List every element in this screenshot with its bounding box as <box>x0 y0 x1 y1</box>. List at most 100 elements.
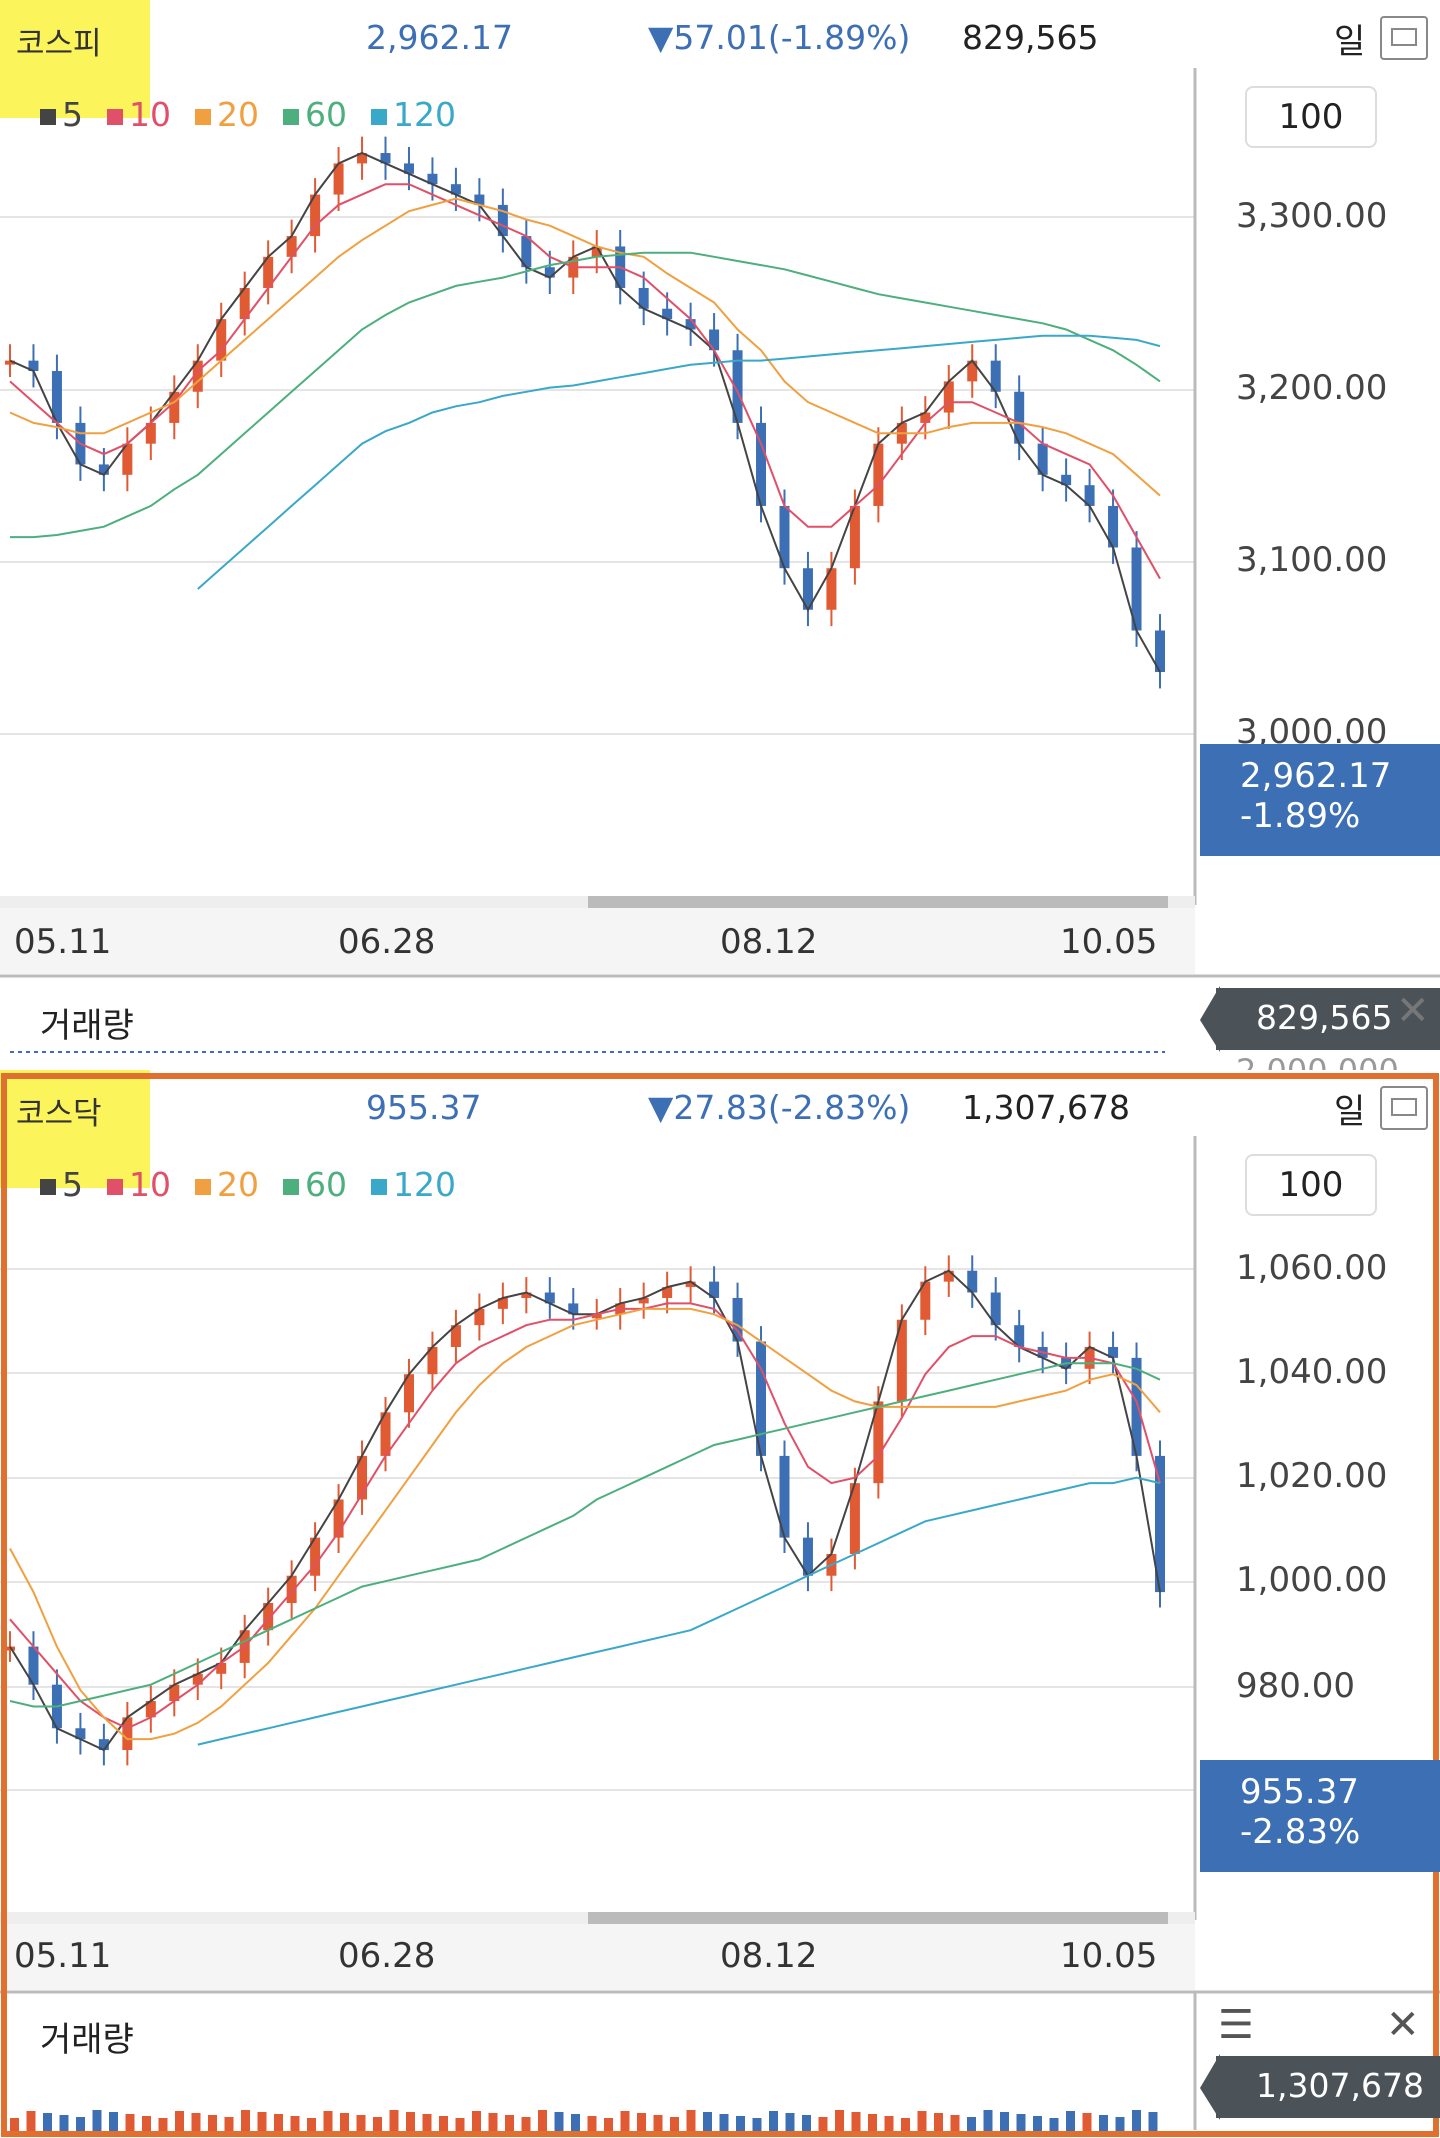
kosdaq-ytick-1000: 1,000.00 <box>1236 1560 1388 1600</box>
volume-bar <box>752 2118 762 2132</box>
ma-line-20 <box>9 1307 1161 1741</box>
legend-ma20: 20 <box>195 1165 259 1204</box>
kospi-period-button[interactable]: 일 <box>1334 22 1366 62</box>
candle-body <box>709 329 720 351</box>
candle-body <box>756 1341 767 1456</box>
volume-bar <box>274 2114 283 2132</box>
volume-bar <box>1148 2112 1158 2132</box>
candle-body <box>544 1292 555 1304</box>
kosdaq-current-price: 955.37 <box>366 1088 482 1127</box>
candle-body <box>802 1537 813 1576</box>
candle-body <box>943 381 954 413</box>
kospi-volume-tag-text: 829,565 <box>1256 998 1393 1037</box>
kospi-ytick-3100: 3,100.00 <box>1236 540 1388 580</box>
candle-body <box>521 236 532 268</box>
kosdaq-ytick-1060: 1,060.00 <box>1236 1248 1388 1288</box>
volume-bar <box>851 2112 861 2132</box>
kospi-volume-title: 거래량 <box>40 1006 134 1046</box>
candle-body <box>685 1281 696 1288</box>
candle-body <box>662 308 673 320</box>
kosdaq-menu-icon[interactable]: ☰ <box>1218 2002 1254 2048</box>
candle-body <box>638 287 649 309</box>
kospi-volume-axis: 2,000,000 <box>1236 1052 1399 1070</box>
volume-bar <box>703 2112 712 2132</box>
candle-body <box>450 1325 461 1347</box>
candle-body <box>591 246 602 257</box>
candle-body <box>544 267 555 278</box>
candle-body <box>849 505 860 569</box>
kosdaq-ytick-1020: 1,020.00 <box>1236 1456 1388 1496</box>
kospi-change: ▼57.01(-1.89%) <box>648 18 911 57</box>
kosdaq-date-1: 05.11 <box>14 1936 112 1976</box>
kosdaq-volume-tag: 1,307,678 <box>1216 2056 1440 2118</box>
volume-bar <box>1049 2118 1059 2132</box>
candle-body <box>357 1455 368 1500</box>
candle-body <box>591 1314 602 1319</box>
kosdaq-chart[interactable] <box>0 1070 1440 2138</box>
kospi-date-4: 10.05 <box>1060 922 1158 962</box>
volume-bar <box>1082 2113 1092 2132</box>
kosdaq-period-button[interactable]: 일 <box>1334 1092 1366 1132</box>
kospi-index-name[interactable]: 코스피 <box>16 26 102 62</box>
candle-body <box>169 391 180 423</box>
legend-ma5: 5 <box>40 1165 83 1204</box>
kospi-tag-change: -1.89% <box>1240 796 1361 836</box>
volume-bar <box>736 2116 745 2132</box>
volume-bar <box>340 2113 349 2132</box>
legend-ma5: 5 <box>40 95 83 134</box>
volume-bar <box>686 2110 696 2132</box>
kosdaq-count-input[interactable]: 100 <box>1245 1154 1377 1216</box>
ma-line-120 <box>197 334 1161 590</box>
kosdaq-index-name[interactable]: 코스닥 <box>16 1096 102 1132</box>
volume-bar <box>1066 2111 1075 2132</box>
volume-bar <box>142 2116 151 2132</box>
candle-body <box>403 163 414 174</box>
volume-bar <box>10 2118 19 2132</box>
kosdaq-maximize-icon[interactable] <box>1380 1086 1428 1130</box>
kospi-date-1: 05.11 <box>14 922 112 962</box>
legend-ma60: 60 <box>283 95 347 134</box>
legend-ma20: 20 <box>195 95 259 134</box>
candle-body <box>1014 391 1025 444</box>
candle-body <box>802 568 813 610</box>
candle-body <box>849 1483 860 1554</box>
volume-bar <box>175 2111 184 2132</box>
candle-body <box>662 1287 673 1298</box>
kosdaq-volume: 1,307,678 <box>962 1088 1130 1127</box>
candle-body <box>333 1499 344 1538</box>
kosdaq-panel: 코스닥 955.37 ▼27.83(-2.83%) 1,307,678 일 5 … <box>0 1070 1440 2138</box>
candle-body <box>920 1281 931 1320</box>
ma-line-20 <box>9 197 1161 497</box>
kosdaq-volume-tag-arrow <box>1200 2054 1220 2120</box>
volume-bar <box>785 2113 795 2132</box>
candle-body <box>263 1602 274 1631</box>
volume-bar <box>835 2110 844 2132</box>
volume-bar <box>26 2111 36 2132</box>
candle-body <box>497 1297 508 1309</box>
highlight-frame <box>1 1073 1439 2137</box>
candle-body <box>1108 1346 1119 1358</box>
candle-body <box>357 153 368 164</box>
candle-body <box>521 1292 532 1298</box>
legend-ma10: 10 <box>107 1165 171 1204</box>
candle-body <box>380 153 391 164</box>
kospi-maximize-icon[interactable] <box>1380 16 1428 60</box>
legend-ma10: 10 <box>107 95 171 134</box>
candle-body <box>263 256 274 288</box>
candle-body <box>779 1455 790 1538</box>
kosdaq-change: ▼27.83(-2.83%) <box>648 1088 911 1127</box>
volume-bar <box>521 2117 531 2132</box>
kospi-chart[interactable] <box>0 0 1440 1070</box>
kospi-count-input[interactable]: 100 <box>1245 86 1377 148</box>
kosdaq-close-icon[interactable]: ✕ <box>1386 2002 1420 2048</box>
kospi-close-icon[interactable]: ✕ <box>1396 988 1430 1034</box>
volume-bar <box>158 2118 168 2132</box>
candle-body <box>1131 547 1142 631</box>
volume-bar <box>1033 2116 1042 2132</box>
candle-body <box>1155 630 1165 673</box>
candle-body <box>51 371 62 423</box>
kospi-name-highlight <box>0 0 150 118</box>
volume-bar <box>587 2116 597 2132</box>
candle-body <box>990 360 1001 392</box>
candle-body <box>122 1717 133 1751</box>
